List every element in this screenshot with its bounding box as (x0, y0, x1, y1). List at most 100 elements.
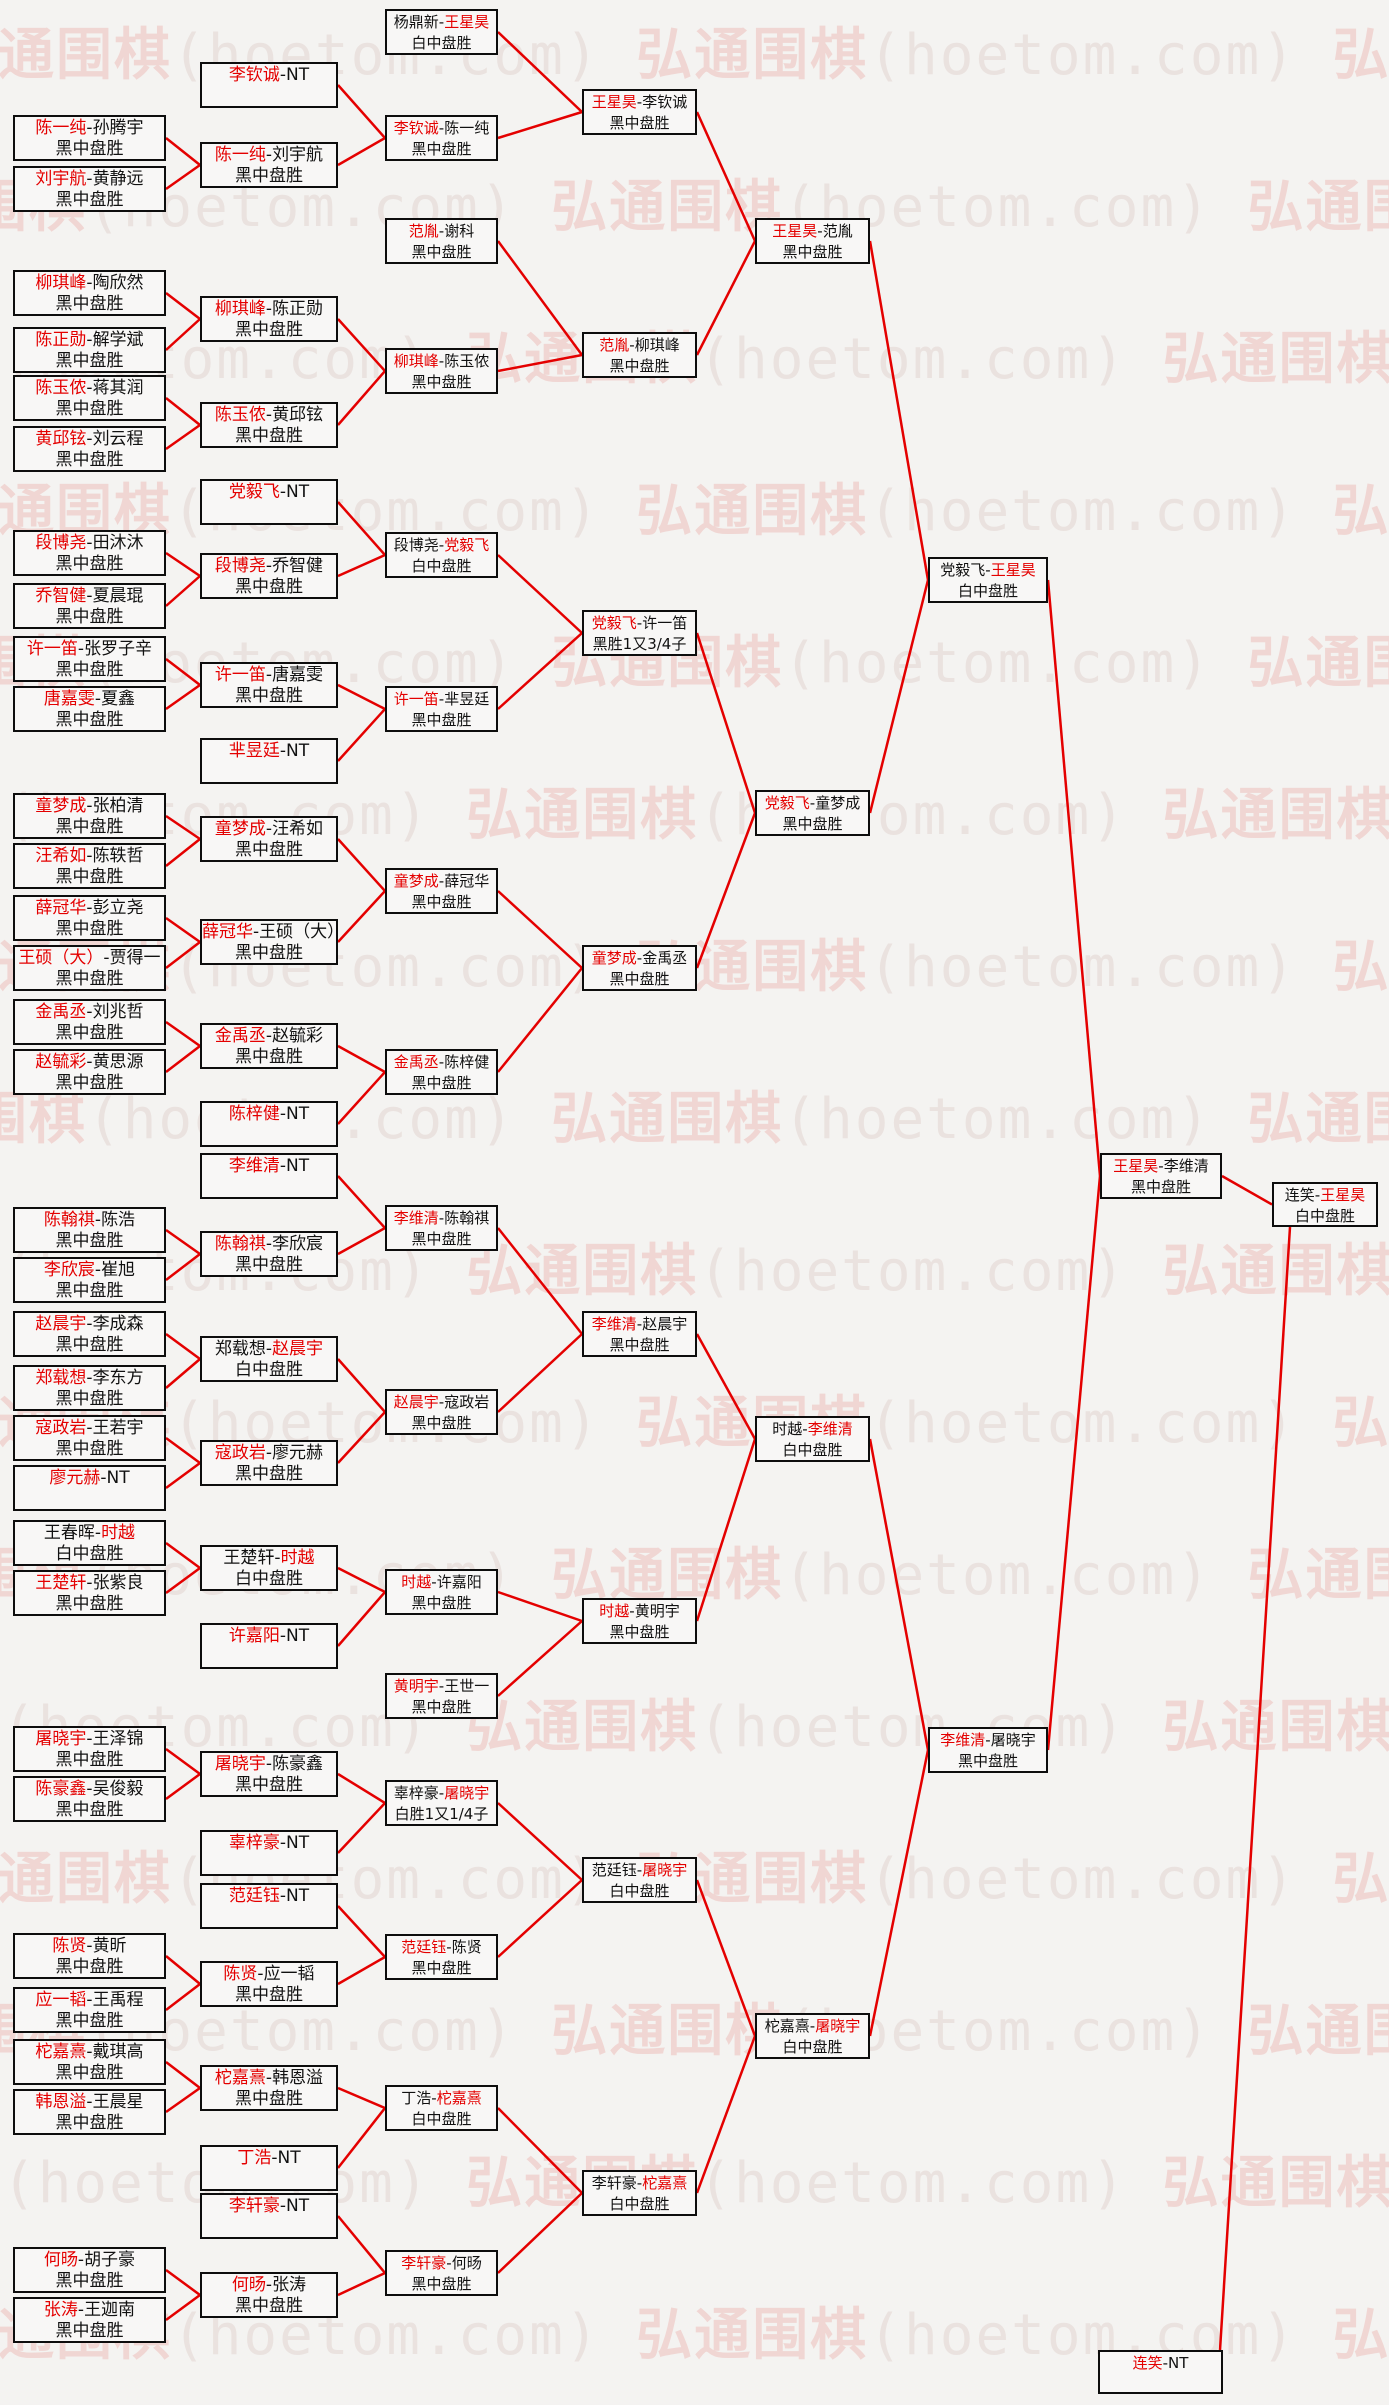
name-separator: - (265, 2275, 273, 2295)
result-text: 白中盘胜 (957, 582, 1018, 600)
name-separator: - (86, 2042, 93, 2062)
player-name-winner: 童梦成 (214, 819, 266, 839)
player-name: 陈浩 (101, 1210, 136, 1230)
name-separator: - (86, 1368, 93, 1388)
result-text: 黑中盘胜 (411, 2275, 472, 2293)
name-separator: - (985, 1731, 991, 1749)
match-box: 党毅飞-王星昊 白中盘胜 (928, 557, 1048, 603)
player-name: 童梦成 (815, 794, 861, 812)
match-box: 寇政岩-廖元赫 黑中盘胜 (200, 1440, 338, 1486)
name-separator: - (86, 378, 93, 398)
player-name: NT (286, 482, 310, 502)
player-name-winner: 屠晓宇 (815, 2017, 861, 2035)
player-name: NT (286, 1626, 310, 1646)
player-name-winner: 陈玉侬 (35, 378, 87, 398)
player-name-winner: 李维清 (940, 1731, 986, 1749)
player-name: 王泽锦 (92, 1729, 144, 1749)
player-name: 李轩豪 (591, 2174, 637, 2192)
name-separator: - (86, 1418, 93, 1438)
result-text: 白中盘胜 (235, 1360, 303, 1380)
name-separator: - (1314, 1186, 1321, 1204)
result-text: 黑中盘胜 (411, 1414, 472, 1432)
name-separator: - (265, 1234, 273, 1254)
name-separator: - (86, 118, 93, 138)
match-box: 李维清-赵晨宇 黑中盘胜 (582, 1311, 697, 1357)
match-box: 许嘉阳-NT (200, 1623, 338, 1669)
result-text: 黑中盘胜 (55, 399, 124, 419)
result-text: 黑中盘胜 (55, 1231, 124, 1251)
name-separator: - (438, 119, 445, 137)
name-separator: - (809, 2017, 816, 2035)
name-separator: - (636, 1315, 643, 1333)
name-separator: - (279, 741, 287, 761)
player-name-winner: 郑载想 (35, 1368, 87, 1388)
name-separator: - (438, 1053, 445, 1071)
match-box: 应一韬-王禹程 黑中盘胜 (13, 1987, 166, 2033)
name-separator: - (271, 2148, 278, 2168)
result-text: 黑中盘胜 (782, 243, 843, 261)
player-name: 范廷钰 (591, 1861, 637, 1879)
match-box: 段博尧-党毅飞 白中盘胜 (385, 532, 498, 578)
match-box: 柳琪峰-陈正勋 黑中盘胜 (200, 296, 338, 342)
player-name-winner: 汪希如 (35, 846, 87, 866)
match-box: 陈一纯-刘宇航 黑中盘胜 (200, 142, 338, 188)
player-name: 党毅飞 (940, 561, 986, 579)
result-text: 白中盘胜 (1294, 1207, 1355, 1225)
result-text: 黑中盘胜 (55, 2011, 124, 2031)
result-text: 黑中盘胜 (55, 867, 124, 887)
name-separator: - (629, 1602, 635, 1620)
name-separator: - (636, 949, 643, 967)
match-box: 李钦诚-NT (200, 62, 338, 108)
name-separator: - (86, 429, 93, 449)
player-name-winner: 柁嘉熹 (214, 2068, 266, 2088)
player-name: 刘兆哲 (92, 1002, 144, 1022)
name-separator: - (438, 352, 445, 370)
player-name-winner: 王星昊 (772, 222, 818, 240)
match-box: 段博尧-乔智健 黑中盘胜 (200, 553, 338, 599)
player-name-winner: 刘宇航 (35, 169, 87, 189)
name-separator: - (636, 614, 643, 632)
player-name-winner: 时越 (599, 1602, 630, 1620)
match-box: 陈玉侬-黄邱铉 黑中盘胜 (200, 402, 338, 448)
result-text: 黑中盘胜 (235, 686, 303, 706)
name-separator: - (265, 1754, 273, 1774)
player-name-winner: 时越 (101, 1523, 136, 1543)
result-text: 黑中盘胜 (235, 577, 303, 597)
name-separator: - (817, 222, 823, 240)
player-name-winner: 金禹丞 (393, 1053, 439, 1071)
match-box: 陈贤-应一韬 黑中盘胜 (200, 1961, 338, 2007)
match-box: 汪希如-陈轶哲 黑中盘胜 (13, 843, 166, 889)
match-box: 韩恩溢-王晨星 黑中盘胜 (13, 2089, 166, 2135)
match-box: 廖元赫-NT (13, 1465, 166, 1511)
player-name-winner: 王星昊 (444, 13, 490, 31)
match-box: 陈一纯-孙腾宇 黑中盘胜 (13, 115, 166, 161)
player-name: 韩恩溢 (272, 2068, 324, 2088)
name-separator: - (86, 2092, 93, 2112)
player-name: 金禹丞 (642, 949, 688, 967)
match-box: 赵毓彩-黄思源 黑中盘胜 (13, 1049, 166, 1095)
player-name: 王楚轩 (223, 1548, 275, 1568)
player-name: 乔智健 (272, 556, 324, 576)
player-name: 许嘉阳 (436, 1573, 482, 1591)
match-box: 金禹丞-刘兆哲 黑中盘胜 (13, 999, 166, 1045)
player-name-winner: 范廷钰 (228, 1886, 280, 1906)
player-name-winner: 陈贤 (223, 1964, 258, 1984)
result-text: 黑中盘胜 (609, 114, 670, 132)
name-separator: - (279, 2196, 287, 2216)
player-name: 寇政岩 (444, 1393, 490, 1411)
player-name-winner: 韩恩溢 (35, 2092, 87, 2112)
player-name: 王硕（大） (259, 922, 345, 942)
player-name-winner: 金禹丞 (35, 1002, 87, 1022)
player-name-winner: 陈正勋 (35, 330, 87, 350)
result-text: 白中盘胜 (55, 1544, 124, 1564)
match-box: 党毅飞-童梦成 黑中盘胜 (755, 790, 870, 836)
match-box: 李钦诚-陈一纯 黑中盘胜 (385, 115, 498, 161)
player-name: 赵毓彩 (272, 1026, 324, 1046)
match-box: 童梦成-张柏清 黑中盘胜 (13, 793, 166, 839)
player-name: 李钦诚 (642, 93, 688, 111)
match-box: 李维清-陈翰祺 黑中盘胜 (385, 1205, 498, 1251)
match-box: 李轩豪-柁嘉熹 白中盘胜 (582, 2170, 697, 2216)
name-separator: - (86, 1052, 93, 1072)
match-box: 赵晨宇-李成森 黑中盘胜 (13, 1311, 166, 1357)
player-name: 赵晨宇 (642, 1315, 688, 1333)
